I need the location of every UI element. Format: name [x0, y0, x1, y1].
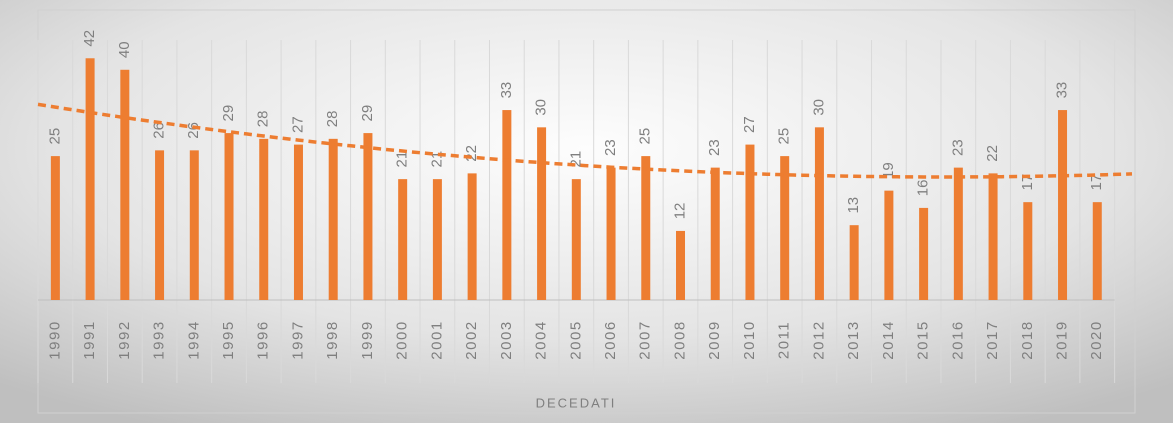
data-label: 28	[324, 111, 341, 128]
bar	[328, 138, 338, 300]
x-tick-label: 1991	[81, 320, 98, 359]
data-label: 21	[394, 151, 411, 168]
x-tick-label: 2018	[1019, 320, 1036, 359]
data-label: 26	[185, 122, 202, 139]
x-tick-label: 2007	[637, 320, 654, 359]
bar	[780, 156, 790, 300]
x-tick-label: 2004	[533, 320, 550, 359]
x-tick-label: 2016	[949, 320, 966, 359]
bar	[745, 144, 755, 300]
x-tick-label: 2006	[602, 320, 619, 359]
bar	[849, 225, 859, 300]
bar	[293, 144, 303, 300]
data-label: 28	[255, 111, 272, 128]
bar	[259, 138, 269, 300]
data-label: 29	[359, 105, 376, 122]
data-label: 16	[915, 180, 932, 197]
bar	[189, 150, 199, 300]
bar	[363, 133, 373, 300]
data-label: 12	[671, 203, 688, 220]
x-tick-label: 1997	[289, 320, 306, 359]
bar	[641, 156, 651, 300]
x-tick-label: 2020	[1088, 320, 1105, 359]
data-label: 22	[984, 145, 1001, 162]
data-label: 27	[741, 116, 758, 133]
x-tick-label: 1999	[359, 320, 376, 359]
x-tick-label: 1990	[46, 320, 63, 359]
trendline	[37, 102, 1133, 179]
bar	[467, 173, 477, 300]
bar	[155, 150, 165, 300]
x-axis-title: DECEDATI	[536, 395, 617, 410]
bar	[85, 58, 95, 301]
data-label: 33	[1054, 82, 1071, 99]
x-tick-label: 1993	[151, 320, 168, 359]
bar	[606, 167, 616, 300]
bar	[50, 156, 60, 300]
x-tick-label: 2008	[671, 320, 688, 359]
data-label: 25	[776, 128, 793, 145]
data-label: 19	[880, 162, 897, 179]
bar	[224, 133, 234, 300]
x-tick-label: 2014	[880, 320, 897, 359]
data-label: 33	[498, 82, 515, 99]
x-tick-label: 2000	[394, 320, 411, 359]
x-tick-label: 2009	[706, 320, 723, 359]
x-tick-label: 2013	[845, 320, 862, 359]
bar	[988, 173, 998, 300]
bar	[919, 207, 929, 300]
data-label: 42	[81, 30, 98, 47]
bar	[1058, 110, 1068, 300]
bar	[1092, 202, 1102, 300]
bar	[537, 127, 547, 300]
bar	[432, 179, 442, 300]
x-tick-label: 2002	[463, 320, 480, 359]
x-tick-label: 2012	[810, 320, 827, 359]
x-tick-label: 2011	[776, 321, 793, 359]
data-label: 40	[116, 41, 133, 58]
bar	[953, 167, 963, 300]
x-tick-label: 1996	[255, 320, 272, 359]
data-label: 25	[637, 128, 654, 145]
bar	[502, 110, 512, 300]
data-label: 29	[220, 105, 237, 122]
bar	[398, 179, 408, 300]
data-label: 23	[706, 139, 723, 156]
x-tick-label: 2001	[428, 320, 445, 359]
data-label: 30	[810, 99, 827, 116]
data-label: 30	[533, 99, 550, 116]
x-tick-label: 2019	[1054, 320, 1071, 359]
bar	[676, 230, 686, 300]
x-tick-label: 2017	[984, 320, 1001, 359]
x-tick-label: 2010	[741, 320, 758, 359]
x-tick-label: 1995	[220, 320, 237, 359]
x-tick-label: 1992	[116, 320, 133, 359]
bar	[884, 190, 894, 300]
data-label: 23	[602, 139, 619, 156]
data-label: 25	[46, 128, 63, 145]
data-label: 17	[1088, 174, 1105, 191]
x-tick-label: 2003	[498, 320, 515, 359]
x-tick-label: 2005	[567, 320, 584, 359]
x-tick-label: 1994	[185, 320, 202, 359]
data-label: 13	[845, 197, 862, 214]
data-label: 27	[289, 116, 306, 133]
bar	[571, 179, 581, 300]
data-label: 26	[151, 122, 168, 139]
bar	[710, 167, 720, 300]
x-tick-label: 2015	[915, 320, 932, 359]
bar	[120, 69, 130, 301]
data-label: 23	[949, 139, 966, 156]
bar	[1023, 202, 1033, 300]
x-tick-label: 1998	[324, 320, 341, 359]
bar	[814, 127, 824, 300]
